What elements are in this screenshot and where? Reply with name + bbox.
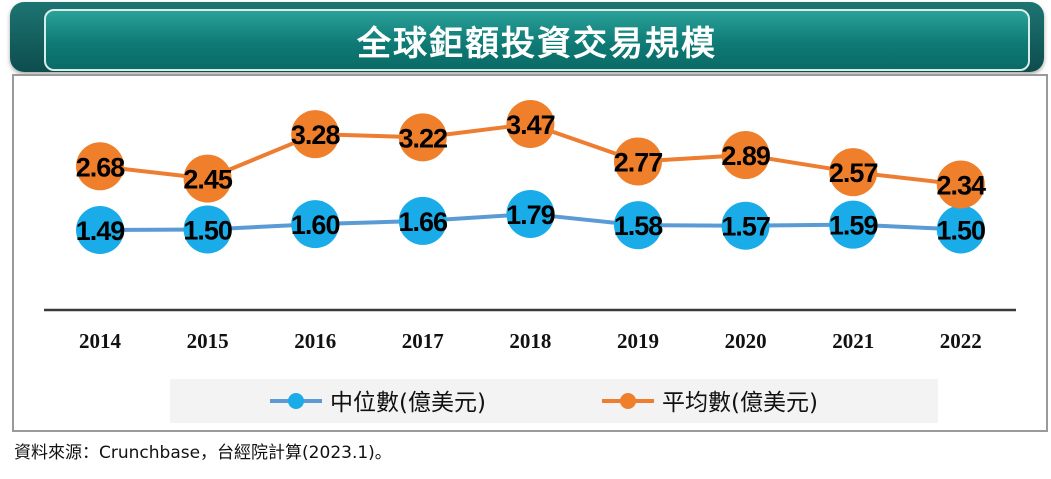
data-point-mean bbox=[506, 100, 555, 148]
title-banner: 全球鉅額投資交易規模 bbox=[10, 2, 1044, 72]
data-label-median: 1.50 bbox=[183, 215, 232, 245]
data-point-mean bbox=[183, 154, 232, 203]
data-label-mean: 3.22 bbox=[399, 123, 448, 153]
source-note: 資料來源：Crunchbase，台經院計算(2023.1)。 bbox=[14, 443, 392, 463]
data-label-mean: 3.28 bbox=[291, 120, 341, 150]
x-tick-label: 2022 bbox=[940, 329, 982, 353]
legend-marker-median bbox=[288, 393, 304, 409]
x-tick-label: 2019 bbox=[617, 329, 659, 353]
data-point-median bbox=[291, 200, 340, 249]
legend: 中位數(億美元) 平均數(億美元) bbox=[170, 379, 938, 423]
data-point-mean bbox=[614, 137, 662, 186]
data-label-median: 1.59 bbox=[829, 211, 879, 241]
data-point-mean bbox=[721, 131, 770, 180]
chart-title: 全球鉅額投資交易規模 bbox=[357, 23, 717, 64]
data-point-median bbox=[183, 205, 232, 254]
data-label-median: 1.79 bbox=[506, 200, 556, 230]
data-point-mean bbox=[398, 113, 447, 162]
data-point-median bbox=[506, 189, 555, 238]
data-label-mean: 2.34 bbox=[937, 170, 987, 200]
data-point-median bbox=[936, 205, 985, 254]
data-point-median bbox=[829, 200, 878, 249]
data-label-median: 1.66 bbox=[399, 207, 449, 237]
title-banner-inner: 全球鉅額投資交易規模 bbox=[44, 9, 1030, 71]
legend-label-mean: 平均數(億美元) bbox=[662, 390, 818, 416]
x-tick-label: 2018 bbox=[509, 329, 551, 353]
data-label-median: 1.60 bbox=[291, 210, 340, 240]
data-point-median bbox=[721, 201, 770, 250]
data-point-median bbox=[76, 206, 124, 254]
data-label-mean: 2.77 bbox=[614, 147, 663, 177]
x-tick-label: 2020 bbox=[725, 329, 767, 353]
x-tick-label: 2017 bbox=[402, 329, 444, 353]
data-label-mean: 2.57 bbox=[829, 158, 878, 188]
data-label-mean: 2.68 bbox=[76, 152, 126, 182]
data-label-median: 1.50 bbox=[937, 215, 986, 245]
x-tick-label: 2021 bbox=[832, 329, 874, 353]
data-point-mean bbox=[936, 160, 985, 209]
data-label-median: 1.49 bbox=[76, 216, 126, 246]
x-tick-label: 2014 bbox=[79, 329, 122, 353]
legend-label-median: 中位數(億美元) bbox=[330, 390, 486, 416]
legend-marker-mean bbox=[620, 393, 636, 409]
data-label-median: 1.58 bbox=[614, 211, 664, 241]
x-tick-label: 2016 bbox=[294, 329, 336, 353]
data-label-mean: 2.45 bbox=[183, 165, 233, 195]
data-point-mean bbox=[76, 142, 124, 191]
data-label-mean: 2.89 bbox=[721, 141, 771, 171]
data-label-mean: 3.47 bbox=[506, 110, 555, 140]
data-point-median bbox=[398, 196, 447, 245]
data-label-median: 1.57 bbox=[721, 212, 770, 242]
data-point-median bbox=[614, 201, 662, 250]
x-tick-label: 2015 bbox=[187, 329, 229, 353]
data-point-mean bbox=[291, 110, 340, 159]
data-point-mean bbox=[829, 148, 878, 197]
